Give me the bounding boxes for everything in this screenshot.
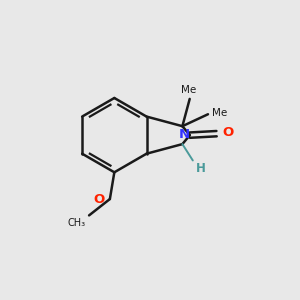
Text: Me: Me	[212, 108, 228, 118]
Text: CH₃: CH₃	[68, 218, 86, 228]
Text: N: N	[178, 128, 189, 140]
Text: Me: Me	[181, 85, 196, 95]
Text: O: O	[222, 126, 233, 139]
Text: O: O	[93, 193, 104, 206]
Text: H: H	[196, 162, 206, 175]
